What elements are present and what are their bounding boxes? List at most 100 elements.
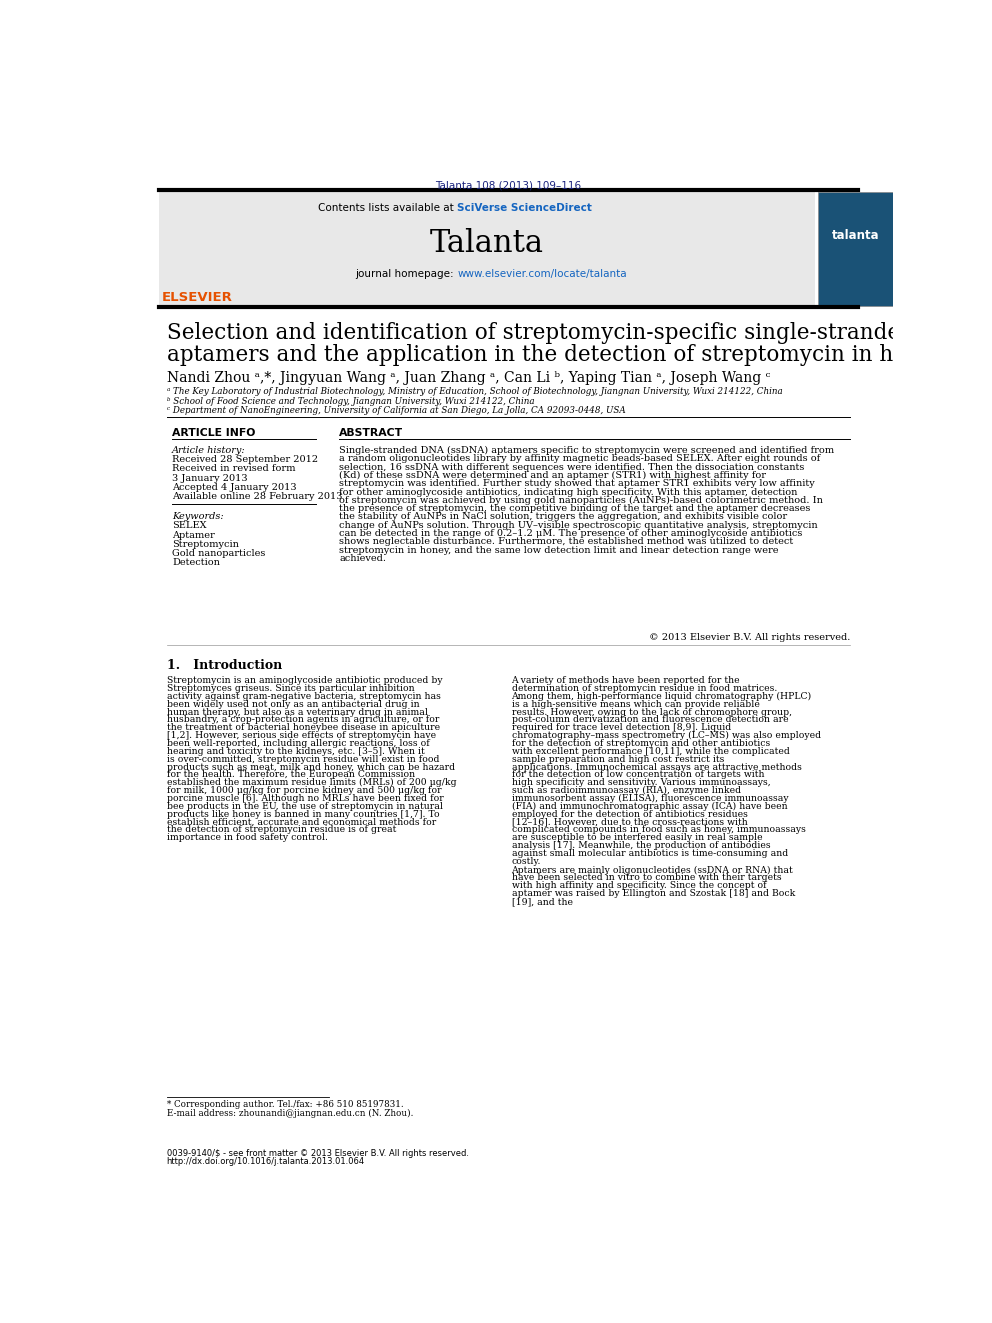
Text: Selection and identification of streptomycin-specific single-stranded DNA: Selection and identification of streptom… [167, 321, 972, 344]
Text: such as radioimmunoassay (RIA), enzyme linked: such as radioimmunoassay (RIA), enzyme l… [512, 786, 741, 795]
Text: Streptomycin: Streptomycin [172, 540, 239, 549]
Text: ᵇ School of Food Science and Technology, Jiangnan University, Wuxi 214122, China: ᵇ School of Food Science and Technology,… [167, 397, 535, 406]
Text: porcine muscle [6]. Although no MRLs have been fixed for: porcine muscle [6]. Although no MRLs hav… [167, 794, 443, 803]
Text: talanta: talanta [831, 229, 880, 242]
Text: applications. Immunochemical assays are attractive methods: applications. Immunochemical assays are … [512, 762, 802, 771]
Text: bee products in the EU, the use of streptomycin in natural: bee products in the EU, the use of strep… [167, 802, 442, 811]
Text: been widely used not only as an antibacterial drug in: been widely used not only as an antibact… [167, 700, 420, 709]
Text: human therapy, but also as a veterinary drug in animal: human therapy, but also as a veterinary … [167, 708, 428, 717]
Text: ABSTRACT: ABSTRACT [339, 429, 404, 438]
Text: analysis [17]. Meanwhile, the production of antibodies: analysis [17]. Meanwhile, the production… [512, 841, 770, 851]
Text: Keywords:: Keywords: [172, 512, 223, 521]
Text: Nandi Zhou ᵃ,*, Jingyuan Wang ᵃ, Juan Zhang ᵃ, Can Li ᵇ, Yaping Tian ᵃ, Joseph W: Nandi Zhou ᵃ,*, Jingyuan Wang ᵃ, Juan Zh… [167, 370, 770, 385]
Text: ᵃ The Key Laboratory of Industrial Biotechnology, Ministry of Education, School : ᵃ The Key Laboratory of Industrial Biote… [167, 388, 783, 397]
Text: Talanta: Talanta [430, 228, 544, 259]
Text: importance in food safety control.: importance in food safety control. [167, 833, 327, 843]
Text: results. However, owing to the lack of chromophore group,: results. However, owing to the lack of c… [512, 708, 792, 717]
Text: the presence of streptomycin, the competitive binding of the target and the apta: the presence of streptomycin, the compet… [339, 504, 810, 513]
Text: Contents lists available at: Contents lists available at [318, 204, 457, 213]
Text: employed for the detection of antibiotics residues: employed for the detection of antibiotic… [512, 810, 747, 819]
Text: streptomycin was identified. Further study showed that aptamer STR1 exhibits ver: streptomycin was identified. Further stu… [339, 479, 815, 488]
Text: [1,2]. However, serious side effects of streptomycin have: [1,2]. However, serious side effects of … [167, 732, 435, 740]
Text: husbandry, a crop-protection agents in agriculture, or for: husbandry, a crop-protection agents in a… [167, 716, 439, 725]
Text: Accepted 4 January 2013: Accepted 4 January 2013 [172, 483, 297, 492]
Text: http://dx.doi.org/10.1016/j.talanta.2013.01.064: http://dx.doi.org/10.1016/j.talanta.2013… [167, 1158, 365, 1167]
Text: of streptomycin was achieved by using gold nanoparticles (AuNPs)-based colorimet: of streptomycin was achieved by using go… [339, 496, 823, 505]
Text: SELEX: SELEX [172, 521, 206, 531]
Bar [159, 191, 815, 307]
Text: Aptamer: Aptamer [172, 531, 215, 540]
Text: A variety of methods have been reported for the: A variety of methods have been reported … [512, 676, 740, 685]
Text: Streptomyces griseus. Since its particular inhibition: Streptomyces griseus. Since its particul… [167, 684, 415, 693]
Text: Among them, high-performance liquid chromatography (HPLC): Among them, high-performance liquid chro… [512, 692, 811, 701]
Text: the detection of streptomycin residue is of great: the detection of streptomycin residue is… [167, 826, 396, 835]
Text: [12–16]. However, due to the cross-reactions with: [12–16]. However, due to the cross-react… [512, 818, 747, 827]
Text: E-mail address: zhounandi@jiangnan.edu.cn (N. Zhou).: E-mail address: zhounandi@jiangnan.edu.c… [167, 1109, 413, 1118]
Text: Received in revised form: Received in revised form [172, 464, 296, 474]
Text: established the maximum residue limits (MRLs) of 200 μg/kg: established the maximum residue limits (… [167, 778, 456, 787]
Text: have been selected in vitro to combine with their targets: have been selected in vitro to combine w… [512, 873, 781, 882]
Text: can be detected in the range of 0.2–1.2 μM. The presence of other aminoglycoside: can be detected in the range of 0.2–1.2 … [339, 529, 803, 538]
Text: Article history:: Article history: [172, 446, 246, 455]
Text: Single-stranded DNA (ssDNA) aptamers specific to streptomycin were screened and : Single-stranded DNA (ssDNA) aptamers spe… [339, 446, 834, 455]
Text: post-column derivatization and fluorescence detection are: post-column derivatization and fluoresce… [512, 716, 788, 725]
Text: sample preparation and high cost restrict its: sample preparation and high cost restric… [512, 754, 724, 763]
Text: selection, 16 ssDNA with different sequences were identified. Then the dissociat: selection, 16 ssDNA with different seque… [339, 463, 805, 471]
Text: for milk, 1000 μg/kg for porcine kidney and 500 μg/kg for: for milk, 1000 μg/kg for porcine kidney … [167, 786, 441, 795]
Text: immunosorbent assay (ELISA), fluorescence immunoassay: immunosorbent assay (ELISA), fluorescenc… [512, 794, 788, 803]
Text: aptamer was raised by Ellington and Szostak [18] and Bock: aptamer was raised by Ellington and Szos… [512, 889, 795, 898]
Text: the treatment of bacterial honeybee disease in apiculture: the treatment of bacterial honeybee dise… [167, 724, 439, 733]
Text: for the health. Therefore, the European Commission: for the health. Therefore, the European … [167, 770, 415, 779]
Text: Available online 28 February 2013: Available online 28 February 2013 [172, 492, 342, 501]
Text: been well-reported, including allergic reactions, loss of: been well-reported, including allergic r… [167, 740, 430, 747]
Text: for other aminoglycoside antibiotics, indicating high specificity. With this apt: for other aminoglycoside antibiotics, in… [339, 488, 798, 496]
Text: * Corresponding author. Tel./fax: +86 510 85197831.: * Corresponding author. Tel./fax: +86 51… [167, 1099, 404, 1109]
Text: a random oligonucleotides library by affinity magnetic beads-based SELEX. After : a random oligonucleotides library by aff… [339, 454, 820, 463]
Text: aptamers and the application in the detection of streptomycin in honey: aptamers and the application in the dete… [167, 344, 944, 365]
Text: products such as meat, milk and honey, which can be hazard: products such as meat, milk and honey, w… [167, 762, 454, 771]
Text: www.elsevier.com/locate/talanta: www.elsevier.com/locate/talanta [457, 269, 627, 279]
Text: 1.   Introduction: 1. Introduction [167, 659, 282, 672]
Text: required for trace level detection [8,9]. Liquid: required for trace level detection [8,9]… [512, 724, 731, 733]
Text: Received 28 September 2012: Received 28 September 2012 [172, 455, 318, 464]
Text: products like honey is banned in many countries [1,7]. To: products like honey is banned in many co… [167, 810, 439, 819]
Text: [19], and the: [19], and the [512, 897, 572, 906]
Text: 0039-9140/$ - see front matter © 2013 Elsevier B.V. All rights reserved.: 0039-9140/$ - see front matter © 2013 El… [167, 1148, 468, 1158]
Text: Aptamers are mainly oligonucleotides (ssDNA or RNA) that: Aptamers are mainly oligonucleotides (ss… [512, 865, 794, 875]
Text: SciVerse ScienceDirect: SciVerse ScienceDirect [457, 204, 592, 213]
Text: with high affinity and specificity. Since the concept of: with high affinity and specificity. Sinc… [512, 881, 766, 890]
Text: ARTICLE INFO: ARTICLE INFO [172, 429, 255, 438]
Text: for the detection of low concentration of targets with: for the detection of low concentration o… [512, 770, 764, 779]
Text: the stability of AuNPs in NaCl solution, triggers the aggregation, and exhibits : the stability of AuNPs in NaCl solution,… [339, 512, 788, 521]
Text: chromatography–mass spectrometry (LC–MS) was also employed: chromatography–mass spectrometry (LC–MS)… [512, 732, 820, 741]
Text: is over-committed, streptomycin residue will exist in food: is over-committed, streptomycin residue … [167, 754, 439, 763]
Text: for the detection of streptomycin and other antibiotics: for the detection of streptomycin and ot… [512, 740, 770, 747]
Text: 3 January 2013: 3 January 2013 [172, 474, 248, 483]
Text: © 2013 Elsevier B.V. All rights reserved.: © 2013 Elsevier B.V. All rights reserved… [649, 634, 850, 642]
Text: determination of streptomycin residue in food matrices.: determination of streptomycin residue in… [512, 684, 777, 693]
Text: against small molecular antibiotics is time-consuming and: against small molecular antibiotics is t… [512, 849, 788, 859]
Text: Streptomycin is an aminoglycoside antibiotic produced by: Streptomycin is an aminoglycoside antibi… [167, 676, 442, 685]
Text: establish efficient, accurate and economical methods for: establish efficient, accurate and econom… [167, 818, 435, 827]
Text: ELSEVIER: ELSEVIER [162, 291, 233, 304]
Text: activity against gram-negative bacteria, streptomycin has: activity against gram-negative bacteria,… [167, 692, 440, 701]
Bar [818, 192, 893, 306]
Text: are susceptible to be interfered easily in real sample: are susceptible to be interfered easily … [512, 833, 762, 843]
Text: hearing and toxicity to the kidneys, etc. [3–5]. When it: hearing and toxicity to the kidneys, etc… [167, 747, 425, 755]
Text: (FIA) and immunochromatographic assay (ICA) have been: (FIA) and immunochromatographic assay (I… [512, 802, 787, 811]
Text: complicated compounds in food such as honey, immunoassays: complicated compounds in food such as ho… [512, 826, 806, 835]
Text: Gold nanoparticles: Gold nanoparticles [172, 549, 266, 558]
Text: (Kd) of these ssDNA were determined and an aptamer (STR1) with highest affinity : (Kd) of these ssDNA were determined and … [339, 471, 767, 480]
Text: achieved.: achieved. [339, 554, 387, 564]
Text: is a high-sensitive means which can provide reliable: is a high-sensitive means which can prov… [512, 700, 759, 709]
Text: Detection: Detection [172, 558, 220, 568]
Text: high specificity and sensitivity. Various immunoassays,: high specificity and sensitivity. Variou… [512, 778, 770, 787]
Text: shows neglectable disturbance. Furthermore, the established method was utilized : shows neglectable disturbance. Furthermo… [339, 537, 794, 546]
Text: streptomycin in honey, and the same low detection limit and linear detection ran: streptomycin in honey, and the same low … [339, 546, 779, 554]
Text: with excellent performance [10,11], while the complicated: with excellent performance [10,11], whil… [512, 747, 790, 755]
Text: ᶜ Department of NanoEngineering, University of California at San Diego, La Jolla: ᶜ Department of NanoEngineering, Univers… [167, 406, 625, 415]
Text: change of AuNPs solution. Through UV–visible spectroscopic quantitative analysis: change of AuNPs solution. Through UV–vis… [339, 521, 818, 529]
Text: journal homepage:: journal homepage: [355, 269, 457, 279]
Text: costly.: costly. [512, 857, 541, 865]
Text: Talanta 108 (2013) 109–116: Talanta 108 (2013) 109–116 [435, 180, 581, 191]
